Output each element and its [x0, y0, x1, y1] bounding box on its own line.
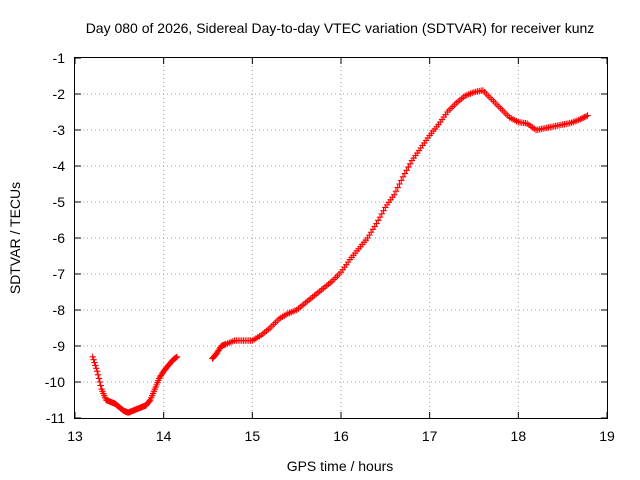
data-point	[94, 371, 102, 378]
axis-ticks	[74, 57, 608, 419]
x-tick-label: 17	[422, 428, 438, 444]
data-point	[375, 217, 382, 224]
data-point	[93, 368, 101, 375]
y-tick-label: -5	[53, 194, 66, 210]
data-point	[399, 173, 407, 180]
data-point	[90, 356, 97, 363]
y-tick-label: -8	[53, 302, 66, 318]
data-point	[394, 184, 401, 191]
data-point	[406, 160, 414, 168]
data-point	[92, 362, 99, 369]
data-point	[376, 213, 384, 221]
data-points	[89, 87, 591, 416]
x-tick-label: 18	[511, 428, 527, 444]
data-point	[146, 397, 153, 405]
y-axis-label: SDTVAR / TECUs	[7, 182, 23, 294]
series-segment-1	[89, 353, 181, 416]
y-tick-label: -6	[53, 230, 66, 246]
y-tick-label: -1	[53, 50, 66, 66]
data-point	[378, 210, 385, 218]
plot-frame	[74, 57, 608, 419]
data-point	[391, 191, 398, 198]
y-tick-label: -7	[53, 266, 66, 282]
y-tick-label: -11	[46, 410, 65, 426]
x-tick-label: 13	[67, 428, 83, 444]
grid-lines	[75, 58, 607, 418]
data-point	[96, 378, 104, 386]
data-point	[91, 359, 98, 366]
data-point	[398, 177, 405, 184]
data-point	[89, 353, 96, 360]
data-point	[93, 365, 100, 372]
data-point	[403, 167, 410, 174]
chart-title: Day 080 of 2026, Sidereal Day-to-day VTE…	[86, 20, 595, 36]
x-tick-labels: 13 14 15 16 17 18 19	[67, 428, 615, 444]
data-point	[97, 382, 104, 389]
y-tick-label: -3	[53, 122, 66, 138]
data-point	[584, 112, 591, 119]
y-tick-label: -9	[53, 338, 66, 354]
data-point	[173, 353, 181, 360]
data-point	[578, 115, 586, 122]
data-point	[380, 207, 387, 214]
y-tick-label: -4	[53, 158, 66, 174]
x-tick-label: 16	[333, 428, 349, 444]
data-point	[577, 116, 584, 123]
data-point	[580, 114, 587, 121]
y-tick-label: -10	[45, 374, 65, 390]
data-point	[581, 113, 588, 121]
y-tick-labels: -1 -2 -3 -4 -5 -6 -7 -8 -9 -10 -11	[45, 50, 65, 426]
series-segment-2	[209, 87, 591, 362]
data-point	[373, 220, 380, 227]
x-tick-label: 15	[245, 428, 261, 444]
data-point	[172, 354, 180, 361]
data-point	[396, 180, 403, 188]
data-point	[95, 375, 103, 382]
data-point	[582, 113, 590, 120]
data-point	[401, 170, 409, 177]
x-axis-label: GPS time / hours	[287, 458, 394, 474]
y-tick-label: -2	[53, 86, 66, 102]
data-point	[405, 163, 412, 171]
x-tick-label: 19	[599, 428, 615, 444]
x-tick-label: 14	[156, 428, 172, 444]
data-point	[392, 188, 400, 195]
